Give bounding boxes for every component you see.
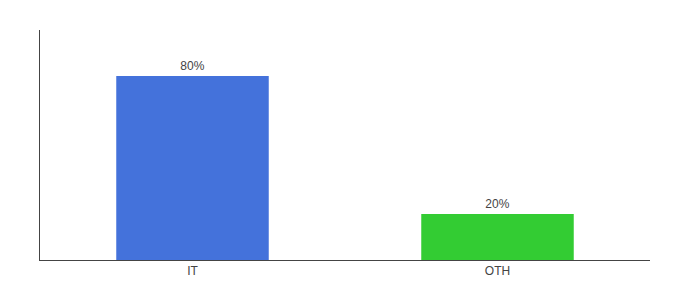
svg-text:80%: 80%: [180, 59, 204, 73]
svg-text:OTH: OTH: [485, 264, 510, 278]
svg-text:IT: IT: [187, 264, 198, 278]
svg-text:20%: 20%: [485, 197, 509, 211]
